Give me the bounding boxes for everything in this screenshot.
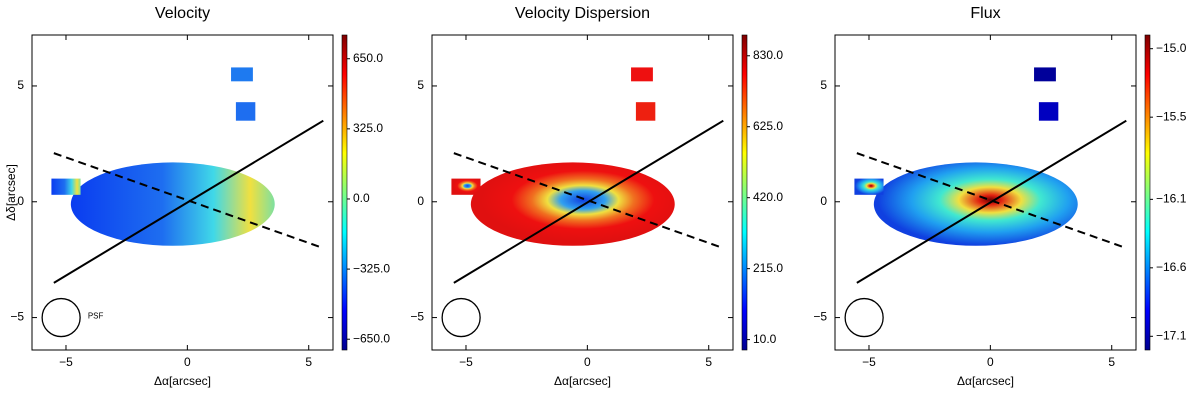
y-tick-label: 0 xyxy=(17,194,24,208)
emission-region xyxy=(231,67,253,82)
x-tick-label: −5 xyxy=(459,355,473,369)
y-tick-label: 5 xyxy=(417,78,424,92)
colorbar-tick-label: −15.0 xyxy=(1156,41,1187,55)
colorbar-tick-label: −16.6 xyxy=(1156,260,1187,274)
colorbar-tick-label: −16.1 xyxy=(1156,192,1187,206)
emission-region xyxy=(854,178,884,195)
x-tick-label: 0 xyxy=(584,355,591,369)
colorbar xyxy=(1144,34,1151,351)
y-tick-label: 5 xyxy=(820,78,827,92)
emission-region xyxy=(235,102,256,121)
y-tick-label: −5 xyxy=(10,310,24,324)
dashed-line xyxy=(856,152,1127,250)
psf-circle xyxy=(41,297,81,338)
chart-title: Velocity xyxy=(155,5,210,22)
x-axis-label: Δα[arcsec] xyxy=(154,374,211,388)
colorbar-tick-label: 830.0 xyxy=(753,48,783,62)
x-axis-label: Δα[arcsec] xyxy=(554,374,611,388)
map-image xyxy=(854,67,1078,246)
x-tick-label: −5 xyxy=(862,355,876,369)
plot-frame xyxy=(834,34,1137,351)
solid-line xyxy=(856,119,1127,284)
colorbar-tick-label: 625.0 xyxy=(753,119,783,133)
x-tick-label: 0 xyxy=(184,355,191,369)
colorbar-tick-label: −650.0 xyxy=(353,331,390,345)
emission-region xyxy=(631,67,653,82)
emission-region xyxy=(470,162,675,246)
emission-region xyxy=(1034,67,1056,82)
chart-title: Velocity Dispersion xyxy=(515,5,650,22)
colorbar-tick-label: 650.0 xyxy=(353,51,383,65)
colorbar-tick-label: −325.0 xyxy=(353,261,390,275)
colorbar xyxy=(741,34,748,351)
psf-circle xyxy=(844,297,884,338)
dashed-line xyxy=(53,152,324,250)
chart-title: Flux xyxy=(970,5,1000,22)
colorbar-tick-label: −17.1 xyxy=(1156,328,1187,342)
colorbar-tick-label: 325.0 xyxy=(353,121,383,135)
x-tick-label: −5 xyxy=(59,355,73,369)
emission-region xyxy=(451,178,481,195)
plot-frame xyxy=(31,34,334,351)
colorbar-tick-label: 215.0 xyxy=(753,261,783,275)
x-tick-label: 0 xyxy=(987,355,994,369)
emission-region xyxy=(873,162,1078,246)
solid-line xyxy=(453,119,724,284)
colorbar-tick-label: 420.0 xyxy=(753,190,783,204)
colorbar-tick-label: 0.0 xyxy=(353,191,370,205)
y-tick-label: 0 xyxy=(820,194,827,208)
emission-region xyxy=(70,162,275,246)
map-image xyxy=(51,67,275,246)
colorbar-tick-label: 10.0 xyxy=(753,332,777,346)
y-tick-label: −5 xyxy=(813,310,827,324)
y-axis-label: Δδ[arcsec] xyxy=(4,164,18,221)
map-image xyxy=(451,67,675,246)
emission-region xyxy=(1038,102,1059,121)
dashed-line xyxy=(453,152,724,250)
y-tick-label: 0 xyxy=(417,194,424,208)
y-tick-label: −5 xyxy=(410,310,424,324)
x-tick-label: 5 xyxy=(1108,355,1115,369)
emission-region xyxy=(51,178,81,195)
x-tick-label: 5 xyxy=(305,355,312,369)
colorbar-tick-label: −15.5 xyxy=(1156,109,1187,123)
psf-circle xyxy=(441,297,481,338)
y-tick-label: 5 xyxy=(17,78,24,92)
colorbar xyxy=(341,34,348,351)
psf-label: PSF xyxy=(88,312,104,321)
x-tick-label: 5 xyxy=(705,355,712,369)
solid-line xyxy=(53,119,324,284)
x-axis-label: Δα[arcsec] xyxy=(957,374,1014,388)
plot-frame xyxy=(431,34,734,351)
emission-region xyxy=(635,102,656,121)
